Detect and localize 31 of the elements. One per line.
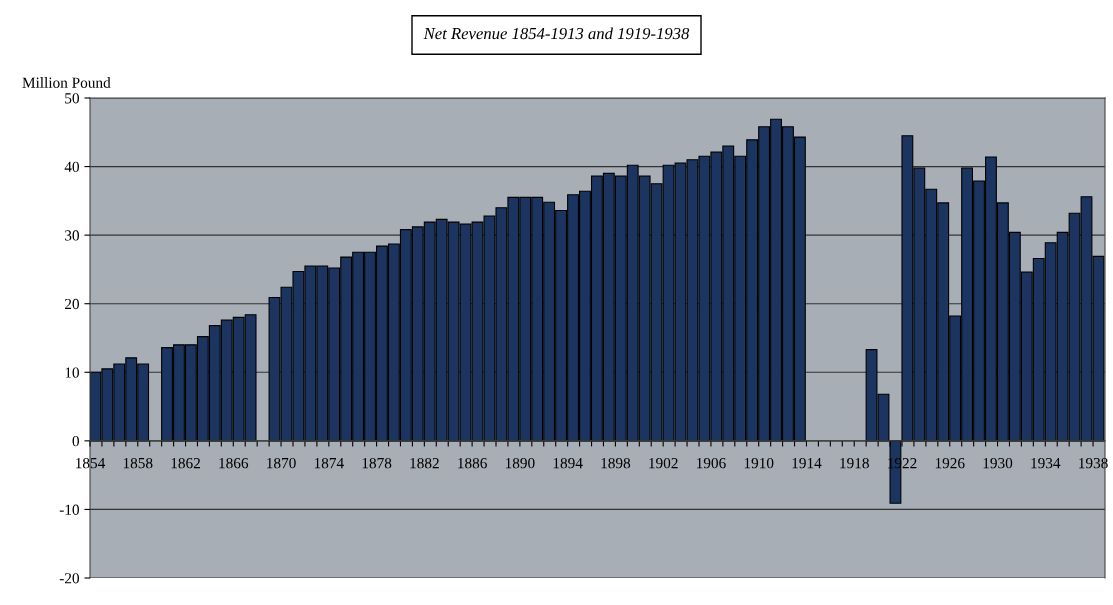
x-tick-label: 1854 — [76, 457, 106, 469]
x-tick-label: 1926 — [935, 458, 965, 469]
x-tick-label: 1886 — [458, 457, 487, 469]
x-tick-label: 1890 — [505, 457, 535, 469]
x-tick-label: 1914 — [792, 458, 822, 469]
y-tick-label: 30 — [65, 230, 79, 241]
y-tick-label: 10 — [65, 367, 79, 378]
x-tick-label: 1870 — [267, 457, 296, 469]
y-tick-label: -20 — [59, 573, 79, 584]
x-tick-label: 1898 — [601, 457, 631, 469]
chart-title: Net Revenue 1854-1913 and 1919-1938 — [423, 27, 690, 40]
x-tick-label: 1906 — [697, 457, 726, 469]
y-tick-label: 40 — [64, 161, 79, 173]
y-tick-label: 20 — [64, 298, 79, 310]
x-tick-label: 1934 — [1031, 458, 1061, 469]
x-tick-label: 1938 — [1079, 457, 1108, 469]
y-tick-label: 50 — [65, 93, 79, 104]
y-tick-label: 0 — [72, 436, 79, 447]
x-tick-label: 1858 — [123, 457, 153, 469]
x-tick-label: 1910 — [744, 457, 774, 469]
x-tick-label: 1882 — [410, 457, 439, 469]
x-tick-label: 1930 — [983, 457, 1013, 469]
x-tick-label: 1894 — [553, 457, 583, 469]
x-tick-label: 1862 — [171, 457, 200, 469]
y-tick-label: -10 — [59, 504, 79, 515]
x-tick-label: 1902 — [649, 457, 678, 469]
x-tick-label: 1866 — [219, 457, 249, 469]
x-tick-label: 1918 — [840, 457, 869, 469]
y-axis-title: Million Pound — [22, 77, 111, 88]
x-tick-label: 1878 — [362, 457, 392, 469]
x-tick-label: 1874 — [314, 457, 344, 469]
